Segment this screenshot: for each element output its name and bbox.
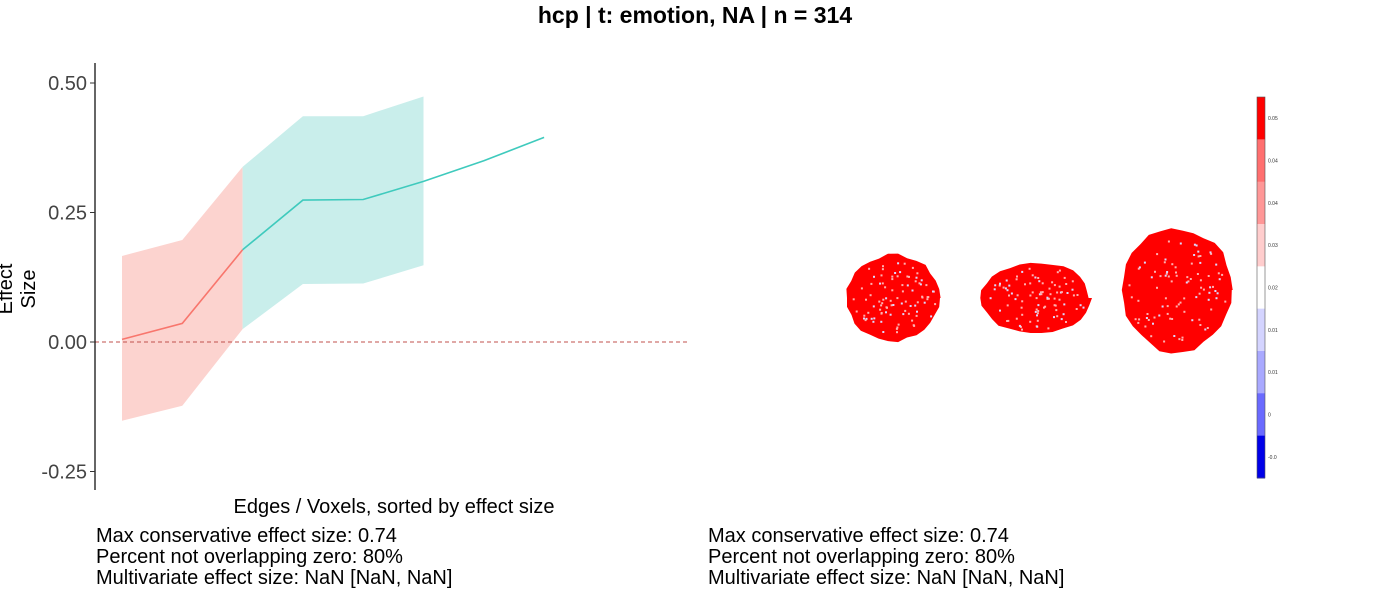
y-tick-label: 0.50 bbox=[48, 73, 87, 95]
stats-left-line-1: Max conservative effect size: 0.74 bbox=[96, 525, 397, 547]
y-tick-label: -0.25 bbox=[41, 462, 87, 484]
stats-left-line-3: Multivariate effect size: NaN [NaN, NaN] bbox=[96, 567, 453, 589]
effect-size-plot: 0.50 0.25 0.00 -0.25 bbox=[41, 63, 690, 490]
brain-axial-view bbox=[1121, 228, 1233, 354]
series-1-line bbox=[121, 249, 244, 341]
stats-right-line-2: Percent not overlapping zero: 80% bbox=[708, 546, 1015, 568]
colorbar-tick-label: 0.01 bbox=[1268, 328, 1278, 334]
colorbar-tick-label: -0.0 bbox=[1268, 455, 1277, 461]
colorbar-tick-label: 0.04 bbox=[1268, 159, 1278, 165]
colorbar-segment bbox=[1257, 351, 1265, 394]
colorbar-segment bbox=[1257, 139, 1265, 183]
x-axis-label: Edges / Voxels, sorted by effect size bbox=[233, 496, 555, 518]
colorbar-tick-label: 0.01 bbox=[1268, 370, 1278, 376]
series-1-confidence-band bbox=[122, 166, 243, 421]
chart-title: hcp | t: emotion, NA | n = 314 bbox=[537, 2, 853, 28]
colorbar-tick-label: 0 bbox=[1268, 413, 1271, 419]
series-2-confidence-band bbox=[242, 96, 424, 330]
colorbar-segment bbox=[1257, 435, 1265, 479]
colorbar: 0.05 0.04 0.04 0.03 0.02 0.01 0.01 0 -0.0 bbox=[1256, 96, 1278, 479]
colorbar-segment bbox=[1257, 393, 1265, 437]
colorbar-tick-label: 0.04 bbox=[1268, 201, 1278, 207]
y-tick-label: 0.25 bbox=[48, 203, 87, 225]
stats-left-line-2: Percent not overlapping zero: 80% bbox=[96, 546, 403, 568]
colorbar-segment bbox=[1257, 181, 1265, 225]
colorbar-segment bbox=[1257, 224, 1265, 267]
brain-coronal-view bbox=[846, 253, 941, 343]
stats-right-line-3: Multivariate effect size: NaN [NaN, NaN] bbox=[708, 567, 1065, 589]
brain-sagittal-view bbox=[980, 262, 1092, 333]
series-2-line bbox=[242, 136, 545, 251]
colorbar-tick-label: 0.03 bbox=[1268, 243, 1278, 249]
stats-right: Max conservative effect size: 0.74 Perce… bbox=[708, 526, 1064, 589]
stats-right-line-1: Max conservative effect size: 0.74 bbox=[708, 525, 1009, 547]
colorbar-segment bbox=[1257, 266, 1265, 310]
colorbar-border bbox=[1256, 96, 1266, 479]
colorbar-segment bbox=[1257, 308, 1265, 352]
y-tick-label: 0.00 bbox=[48, 332, 87, 354]
colorbar-segment bbox=[1257, 97, 1265, 140]
colorbar-tick-label: 0.05 bbox=[1268, 116, 1278, 122]
stats-left: Max conservative effect size: 0.74 Perce… bbox=[96, 526, 452, 589]
colorbar-tick-label: 0.02 bbox=[1268, 286, 1278, 292]
